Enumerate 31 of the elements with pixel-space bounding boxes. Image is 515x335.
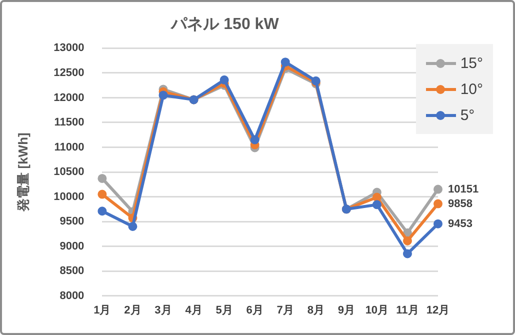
x-tick-label: 8月 — [307, 304, 324, 316]
x-tick-label: 6月 — [246, 304, 264, 316]
y-tick-label: 9000 — [60, 240, 84, 252]
chart-title: パネル 150 kW — [170, 16, 280, 34]
y-tick-label: 12000 — [54, 92, 84, 104]
x-tick-label: 12月 — [426, 304, 450, 316]
y-tick-label: 11000 — [54, 141, 84, 154]
x-tick-label: 11月 — [396, 304, 419, 316]
x-tick-label: 2月 — [124, 304, 142, 316]
legend-label: 5° — [460, 106, 475, 124]
x-tick-label: 5月 — [216, 304, 233, 316]
y-tick-label: 12500 — [54, 66, 84, 79]
y-tick-label: 8000 — [60, 290, 84, 302]
y-tick-label: 9500 — [60, 216, 84, 228]
x-tick-label: 4月 — [185, 304, 202, 316]
x-tick-label: 10月 — [365, 304, 389, 316]
x-tick-label: 3月 — [154, 304, 172, 316]
y-tick-label: 13000 — [54, 42, 84, 54]
y-tick-label: 10500 — [54, 166, 84, 178]
x-tick-label: 7月 — [276, 304, 294, 316]
x-tick-label: 9月 — [338, 304, 355, 316]
legend-label: 15° — [460, 54, 483, 72]
data-label: 9453 — [448, 218, 472, 230]
y-axis-title: 発電量 [kWh] — [15, 132, 30, 212]
y-tick-label: 10000 — [54, 190, 84, 203]
y-tick-label: 8500 — [60, 265, 84, 278]
data-label: 9858 — [448, 198, 472, 210]
legend-label: 10° — [460, 80, 483, 98]
x-tick-label: 1月 — [94, 304, 111, 316]
data-label: 10151 — [448, 183, 479, 196]
y-tick-label: 11500 — [54, 116, 84, 129]
